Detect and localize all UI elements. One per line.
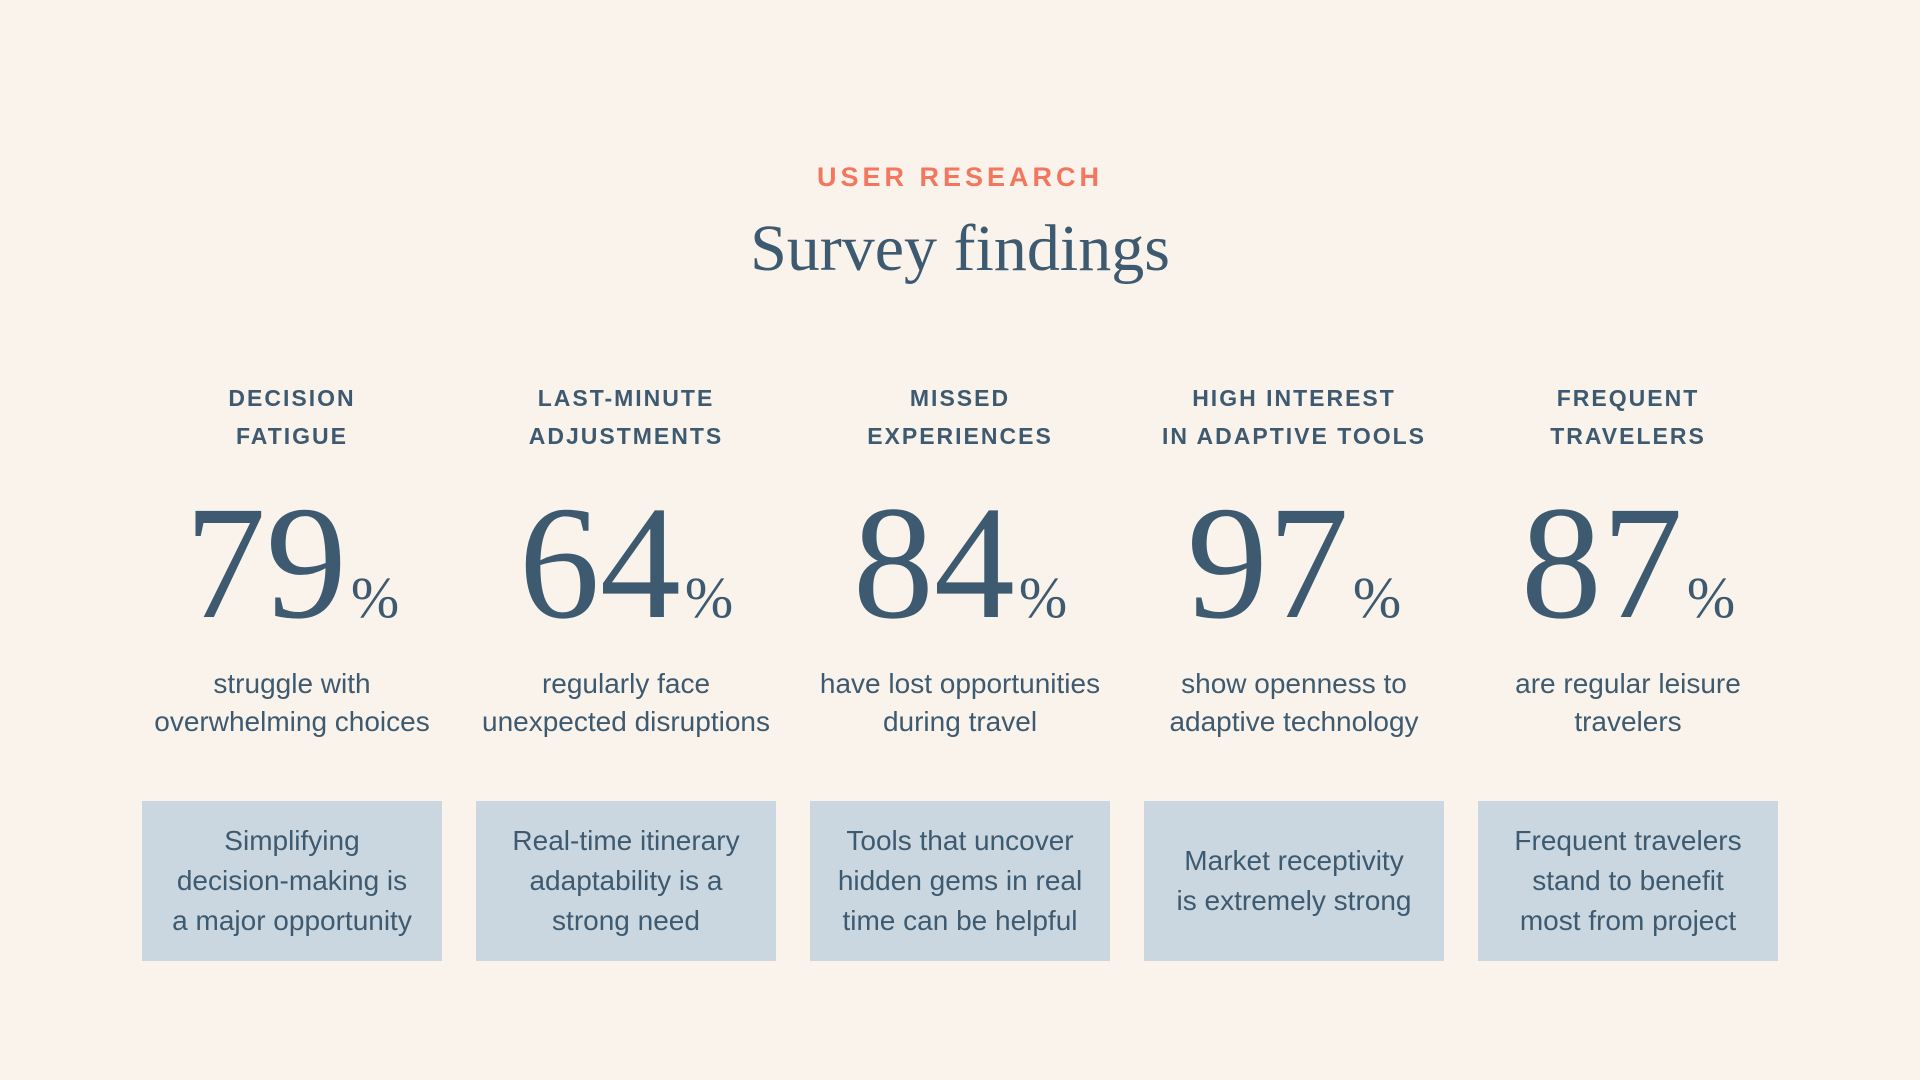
stat-column-adaptive-tools-interest: HIGH INTEREST IN ADAPTIVE TOOLS 97 % sho…	[1127, 379, 1461, 961]
stat-column-frequent-travelers: FREQUENT TRAVELERS 87 % are regular leis…	[1461, 379, 1795, 961]
stat-label: LAST-MINUTE ADJUSTMENTS	[528, 385, 724, 449]
stat-number: 79	[184, 474, 347, 653]
stat-column-last-minute-adjustments: LAST-MINUTE ADJUSTMENTS 64 % regularly f…	[459, 379, 793, 961]
stat-value: 87 %	[1520, 474, 1735, 653]
insight-callout: Tools that uncover hidden gems in real t…	[810, 801, 1110, 961]
percent-sign: %	[1352, 565, 1402, 630]
stat-number: 84	[852, 474, 1015, 653]
eyebrow-label: USER RESEARCH	[816, 162, 1104, 192]
stat-column-missed-experiences: MISSED EXPERIENCES 84 % have lost opport…	[793, 379, 1127, 961]
page-title: Survey findings	[750, 212, 1170, 285]
insight-callout: Real-time itinerary adaptability is a st…	[476, 801, 776, 961]
stat-value: 64 %	[518, 474, 733, 653]
stat-description: are regular leisure travelers	[1515, 668, 1741, 737]
stat-description: regularly face unexpected disruptions	[482, 668, 770, 737]
stat-value: 84 %	[852, 474, 1067, 653]
stat-column-decision-fatigue: DECISION FATIGUE 79 % struggle with over…	[125, 379, 459, 961]
insight-callout: Frequent travelers stand to benefit most…	[1478, 801, 1778, 961]
stat-number: 97	[1186, 474, 1349, 653]
percent-sign: %	[1686, 565, 1736, 630]
percent-sign: %	[684, 565, 734, 630]
stat-value: 79 %	[184, 474, 399, 653]
insight-callout: Market receptivity is extremely strong	[1144, 801, 1444, 961]
stats-row: DECISION FATIGUE 79 % struggle with over…	[0, 379, 1920, 961]
stat-description: struggle with overwhelming choices	[154, 668, 430, 737]
stat-number: 87	[1520, 474, 1683, 653]
percent-sign: %	[1018, 565, 1068, 630]
stat-label: FREQUENT TRAVELERS	[1550, 385, 1706, 449]
stat-value: 97 %	[1186, 474, 1401, 653]
stat-description: have lost opportunities during travel	[819, 668, 1101, 737]
stat-label: MISSED EXPERIENCES	[867, 385, 1053, 449]
stat-description: show openness to adaptive technology	[1169, 668, 1419, 737]
stat-label: DECISION FATIGUE	[228, 385, 356, 449]
stat-label: HIGH INTEREST IN ADAPTIVE TOOLS	[1161, 385, 1427, 449]
percent-sign: %	[350, 565, 400, 630]
insight-callout: Simplifying decision-making is a major o…	[142, 801, 442, 961]
stat-number: 64	[518, 474, 681, 653]
